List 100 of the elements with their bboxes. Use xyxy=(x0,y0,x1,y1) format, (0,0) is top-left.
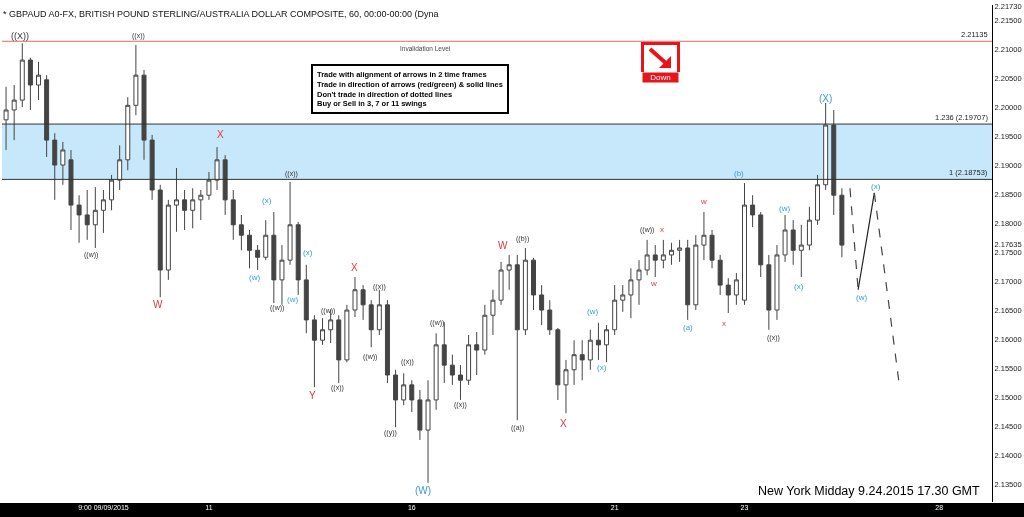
candlestick xyxy=(295,221,301,296)
candlestick xyxy=(60,141,66,186)
annotation: (x) xyxy=(597,363,607,372)
candlestick xyxy=(149,134,155,201)
candlestick xyxy=(644,239,650,276)
candlestick xyxy=(798,224,804,278)
candlestick xyxy=(198,189,204,221)
annotation: Y xyxy=(309,390,316,401)
candlestick xyxy=(587,329,593,371)
text: * GBPAUD A0-FX, BRITISH POUND STERLING/AUSTRALIA DOLLAR COMPOSITE, 60, 00:00-00:00 (Dyna xyxy=(3,9,439,20)
candlestick xyxy=(433,332,439,411)
candlestick xyxy=(190,187,196,229)
candlestick xyxy=(660,239,666,269)
candlestick xyxy=(263,219,269,261)
candlestick xyxy=(344,304,350,363)
candlestick xyxy=(652,244,658,278)
candlestick xyxy=(393,369,399,428)
annotation: (x) xyxy=(303,248,313,257)
candlestick xyxy=(701,211,707,261)
candlestick xyxy=(368,299,374,348)
candlestick xyxy=(490,289,496,336)
candlestick xyxy=(604,324,610,363)
candlestick xyxy=(595,322,601,361)
annotation: (w) xyxy=(287,295,299,304)
annotation: (w) xyxy=(779,204,791,213)
candlestick xyxy=(733,272,739,306)
candlestick xyxy=(311,314,317,388)
candlestick xyxy=(11,84,17,141)
candlestick xyxy=(182,189,188,231)
annotation: w xyxy=(700,197,707,206)
candlestick xyxy=(320,317,326,346)
annotation: x xyxy=(722,319,726,328)
candlestick xyxy=(742,182,747,306)
candlestick xyxy=(766,254,772,331)
candlestick xyxy=(401,372,407,406)
candlestick xyxy=(563,359,569,414)
candlestick xyxy=(109,174,115,211)
candlestick xyxy=(303,264,309,334)
annotation: (x) xyxy=(871,182,881,191)
annotation: X xyxy=(351,262,358,273)
candlestick xyxy=(117,144,123,191)
annotation: X xyxy=(560,418,567,429)
candlestick xyxy=(141,69,147,161)
candlestick xyxy=(790,219,796,266)
candlestick xyxy=(157,184,163,298)
candlestick xyxy=(474,331,480,376)
candlestick xyxy=(279,244,285,306)
candlestick xyxy=(222,154,228,216)
candlestick xyxy=(522,247,528,336)
candlestick xyxy=(449,354,455,386)
candlestick xyxy=(27,57,33,111)
candlestick xyxy=(531,257,536,311)
candlestick xyxy=(247,229,252,269)
candlestick xyxy=(717,254,723,296)
candlestick xyxy=(514,254,520,421)
annotation: W xyxy=(498,240,508,251)
candlestick xyxy=(815,174,821,226)
candlestick xyxy=(165,199,171,281)
candlestick xyxy=(287,181,293,266)
candlestick xyxy=(84,189,90,241)
candlestick xyxy=(506,254,512,291)
candlestick xyxy=(238,214,244,251)
line-series xyxy=(873,192,900,381)
candlestick xyxy=(125,96,131,171)
candlestick xyxy=(360,284,366,321)
annotation: (W) xyxy=(415,485,432,496)
candlestick xyxy=(668,242,674,266)
candlestick xyxy=(92,186,98,249)
candlestick xyxy=(458,364,463,401)
candlestick xyxy=(409,379,415,413)
candlestick xyxy=(271,211,277,304)
candlestick xyxy=(547,299,553,336)
candlestick xyxy=(571,339,577,386)
candlestick xyxy=(230,189,236,241)
annotation: w xyxy=(650,279,657,288)
candlestick xyxy=(539,284,545,326)
candlestick xyxy=(677,239,683,263)
candlestick xyxy=(76,194,82,244)
candlestick xyxy=(36,61,41,101)
candlestick xyxy=(839,187,845,258)
candlestick xyxy=(555,327,561,401)
candlestick xyxy=(417,389,423,441)
annotation: (x) xyxy=(794,282,804,291)
candlestick xyxy=(206,171,212,201)
annotation: X xyxy=(217,129,224,140)
annotation: (w) xyxy=(587,307,599,316)
candlestick xyxy=(3,86,9,151)
candlestick xyxy=(620,284,626,313)
candlestick xyxy=(612,284,618,336)
candlestick xyxy=(750,194,756,228)
candlestick xyxy=(823,102,829,191)
candlestick xyxy=(44,74,50,158)
candlestick xyxy=(636,259,642,306)
candlestick xyxy=(806,206,812,251)
annotation: Down xyxy=(650,73,671,82)
candlestick xyxy=(255,244,261,271)
annotation: (w) xyxy=(249,273,261,282)
annotation: New York Midday 9.24.2015 17.30 GMT xyxy=(758,484,981,498)
candlestick xyxy=(214,146,220,191)
annotation: (a) xyxy=(683,323,694,332)
